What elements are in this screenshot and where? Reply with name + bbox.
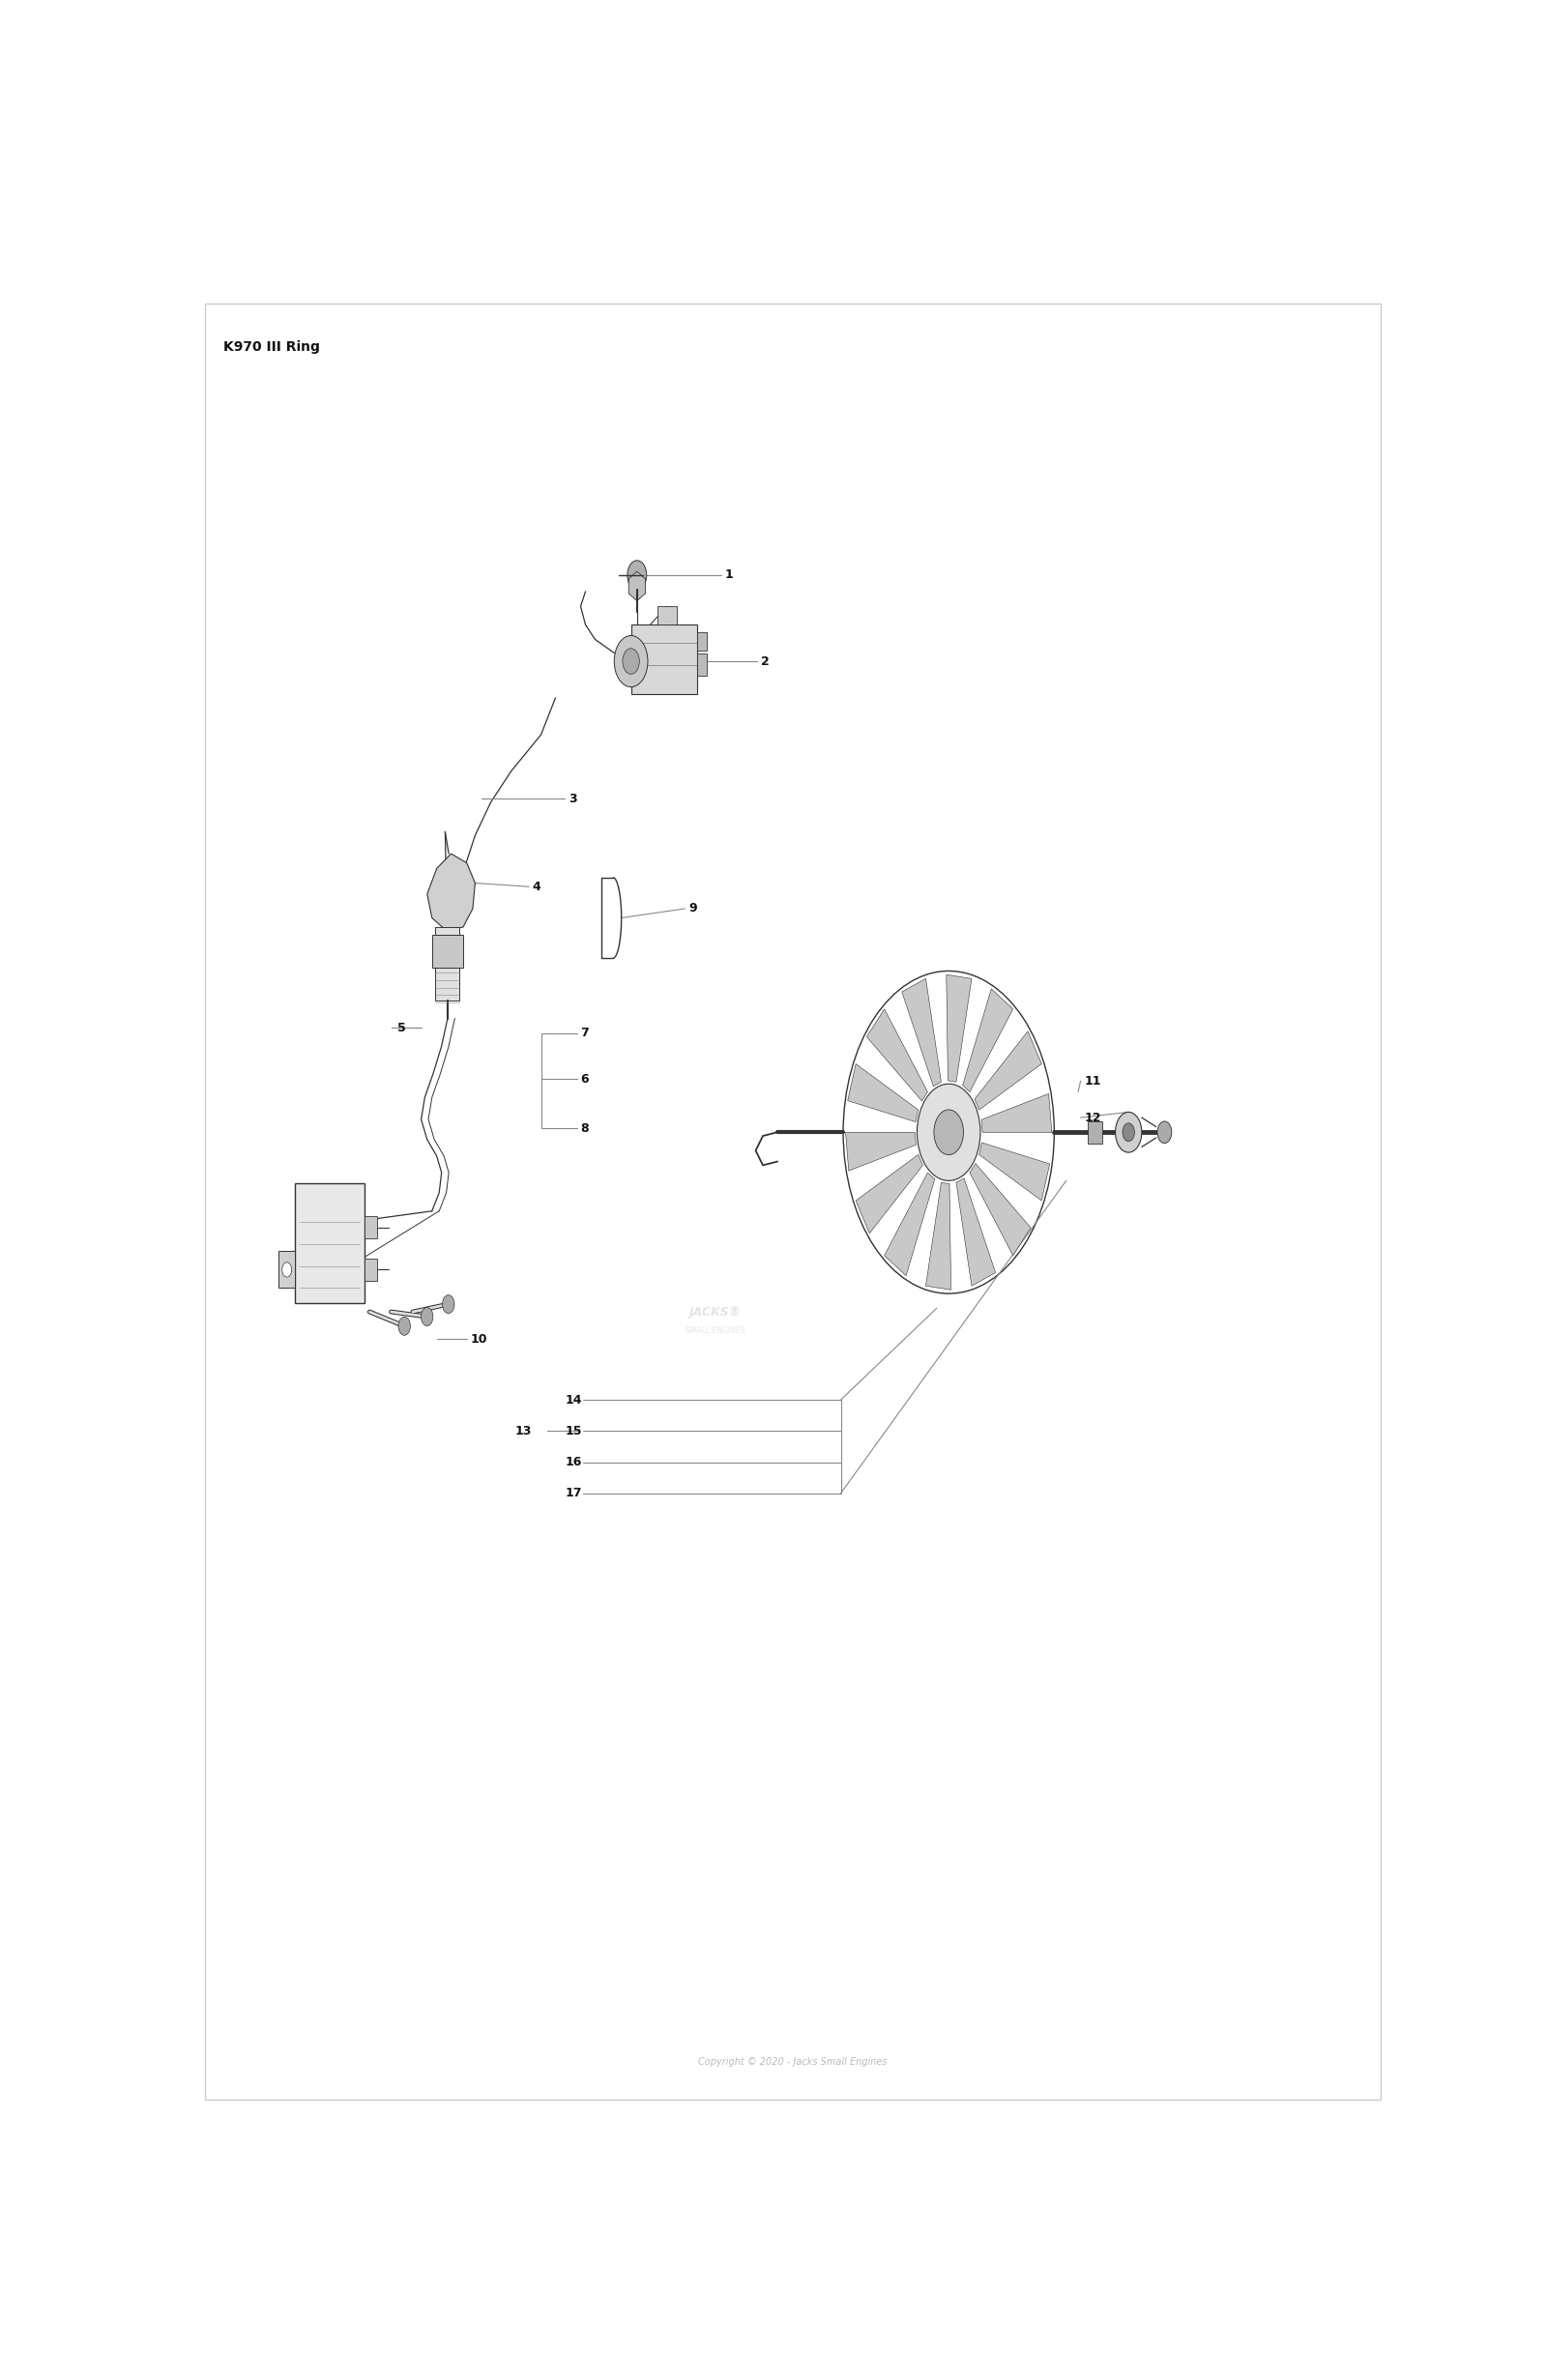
- Circle shape: [628, 562, 647, 590]
- Polygon shape: [970, 1164, 1030, 1257]
- Bar: [698, 633, 707, 650]
- Bar: [295, 1183, 365, 1302]
- Polygon shape: [628, 571, 645, 600]
- Text: 14: 14: [565, 1395, 582, 1407]
- Text: 10: 10: [470, 1333, 487, 1345]
- Circle shape: [1123, 1123, 1134, 1142]
- Circle shape: [917, 1083, 981, 1180]
- Polygon shape: [855, 1154, 922, 1233]
- Polygon shape: [925, 1183, 951, 1290]
- Text: 9: 9: [688, 902, 696, 914]
- Circle shape: [399, 1316, 410, 1335]
- Polygon shape: [902, 978, 941, 1085]
- Text: K970 III Ring: K970 III Ring: [223, 340, 320, 355]
- Text: 12: 12: [1084, 1111, 1101, 1123]
- Bar: [657, 607, 676, 624]
- Text: 8: 8: [580, 1123, 589, 1135]
- Polygon shape: [979, 1142, 1050, 1200]
- Polygon shape: [846, 1133, 916, 1171]
- Text: 2: 2: [761, 655, 769, 666]
- Bar: [432, 935, 463, 966]
- Circle shape: [622, 647, 639, 674]
- Polygon shape: [848, 1064, 919, 1121]
- Circle shape: [1115, 1111, 1142, 1152]
- Text: 11: 11: [1084, 1076, 1101, 1088]
- Text: 16: 16: [565, 1457, 582, 1468]
- Polygon shape: [956, 1178, 996, 1285]
- Text: 1: 1: [724, 569, 733, 581]
- Circle shape: [614, 635, 648, 688]
- Text: 6: 6: [580, 1073, 589, 1085]
- Text: 13: 13: [515, 1426, 532, 1438]
- Text: Copyright © 2020 - Jacks Small Engines: Copyright © 2020 - Jacks Small Engines: [698, 2056, 888, 2066]
- Polygon shape: [981, 1095, 1052, 1133]
- Circle shape: [421, 1307, 433, 1326]
- Text: SMALL ENGINES: SMALL ENGINES: [685, 1326, 744, 1335]
- Bar: [1088, 1121, 1101, 1142]
- Polygon shape: [947, 976, 972, 1083]
- Polygon shape: [427, 854, 475, 931]
- Text: 5: 5: [398, 1021, 405, 1033]
- Bar: [278, 1252, 295, 1288]
- Text: 17: 17: [565, 1488, 582, 1499]
- Bar: [365, 1259, 377, 1280]
- Bar: [436, 928, 459, 1000]
- Polygon shape: [866, 1009, 928, 1102]
- Text: JACKS®: JACKS®: [688, 1307, 741, 1319]
- Text: 15: 15: [565, 1426, 582, 1438]
- Polygon shape: [962, 988, 1013, 1092]
- Text: 7: 7: [580, 1028, 589, 1040]
- Circle shape: [442, 1295, 455, 1314]
- Text: 4: 4: [532, 881, 541, 892]
- Bar: [631, 624, 696, 695]
- Circle shape: [843, 971, 1054, 1295]
- Bar: [365, 1216, 377, 1238]
- Circle shape: [282, 1261, 292, 1278]
- Circle shape: [934, 1109, 964, 1154]
- Circle shape: [1157, 1121, 1171, 1142]
- Polygon shape: [975, 1031, 1041, 1109]
- Text: 3: 3: [569, 793, 577, 804]
- Bar: [698, 655, 707, 676]
- Polygon shape: [885, 1173, 934, 1276]
